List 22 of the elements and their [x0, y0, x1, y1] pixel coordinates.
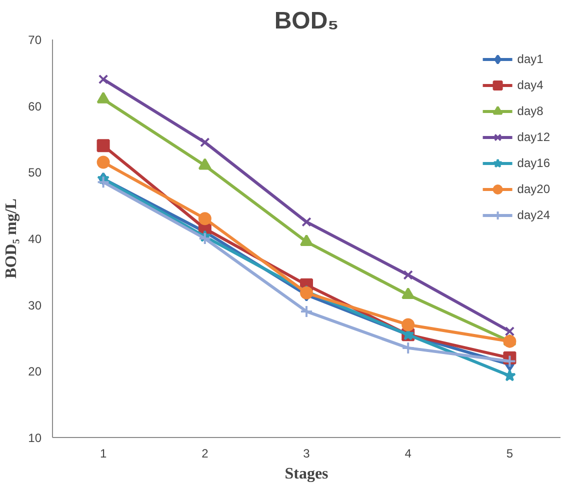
legend-label: day8 [517, 104, 544, 118]
chart-title: BOD₅ [274, 8, 339, 34]
y-tick-label: 70 [28, 33, 42, 47]
legend-label: day16 [517, 156, 550, 170]
legend-label: day4 [517, 78, 544, 92]
legend-label: day24 [517, 208, 550, 222]
x-axis-title: Stages [284, 466, 328, 482]
y-tick-label: 10 [28, 431, 42, 445]
y-tick-label: 30 [28, 298, 42, 312]
y-tick-label: 40 [28, 232, 42, 246]
y-axis-title: BOD₅ mg/L [3, 198, 20, 278]
legend-label: day12 [517, 130, 550, 144]
y-tick-label: 60 [28, 99, 42, 114]
y-tick-label: 50 [28, 166, 42, 180]
x-tick-label: 4 [404, 446, 412, 460]
x-tick-label: 3 [303, 446, 310, 460]
x-tick-label: 2 [202, 446, 209, 460]
x-tick-label: 5 [506, 446, 514, 460]
legend-label: day1 [517, 52, 544, 66]
legend-label: day20 [517, 182, 550, 196]
y-tick-label: 20 [28, 364, 42, 379]
x-tick-label: 1 [100, 446, 107, 460]
